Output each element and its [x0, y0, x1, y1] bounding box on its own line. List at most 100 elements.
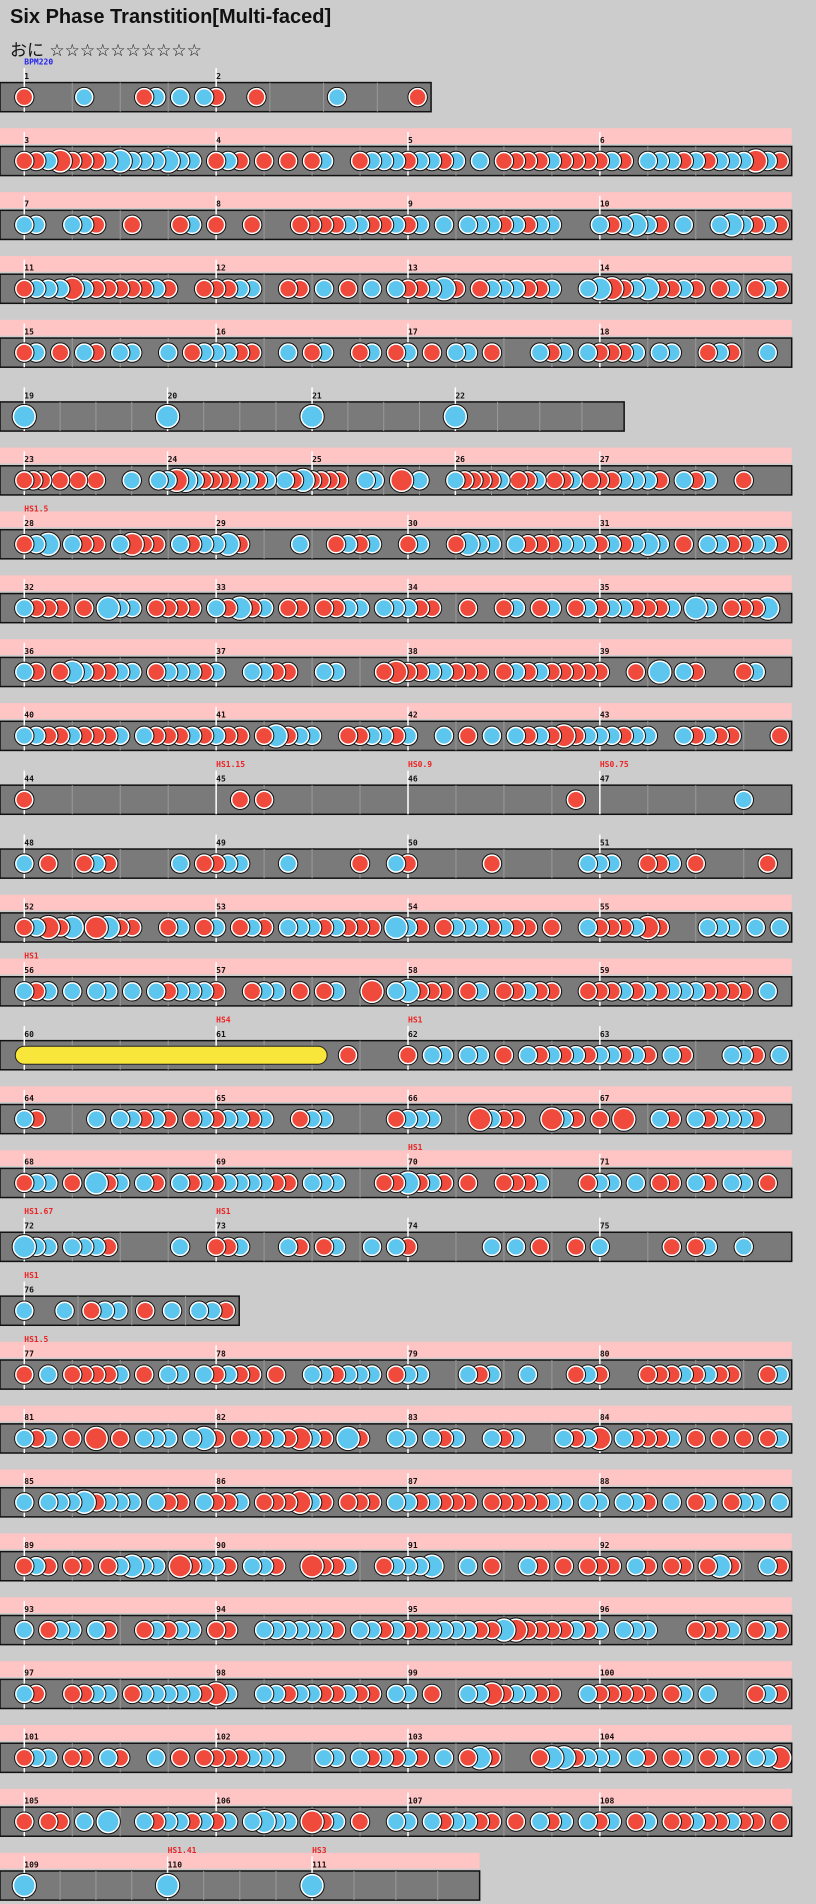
note: [196, 1366, 212, 1383]
note: [685, 597, 706, 619]
note: [280, 281, 296, 297]
measure-number: 41: [216, 711, 226, 720]
note: [460, 1750, 476, 1766]
note: [16, 919, 32, 936]
measure-number: 2: [216, 72, 221, 81]
measure-label: HS1.5: [24, 1335, 48, 1344]
note: [316, 600, 332, 616]
measure-number: 84: [600, 1413, 610, 1422]
note: [364, 281, 380, 297]
note: [652, 344, 668, 361]
scroll-band: [0, 511, 792, 528]
note: [700, 919, 716, 936]
scroll-band: [0, 319, 792, 336]
note: [628, 1558, 644, 1574]
note: [64, 1175, 80, 1191]
note: [40, 1813, 56, 1830]
note: [16, 983, 32, 1000]
note: [280, 600, 296, 616]
note: [244, 1558, 260, 1574]
roll-note: [14, 1045, 328, 1065]
note: [352, 344, 368, 361]
measure-number: 48: [24, 838, 34, 847]
note: [592, 1111, 608, 1127]
note: [164, 1302, 180, 1319]
note: [157, 1875, 178, 1896]
lane-row: 11 12 13 14: [0, 255, 793, 305]
measure-number: 100: [600, 1669, 615, 1678]
measure-number: 33: [216, 583, 226, 592]
note: [664, 1239, 680, 1255]
note: [676, 664, 692, 680]
note: [16, 281, 32, 297]
measure-number: 1: [24, 72, 29, 81]
note: [148, 664, 164, 680]
lane-row: 72 HS1.67 73 HS1 74 75: [0, 1207, 793, 1263]
measure-number: 75: [600, 1222, 610, 1231]
measure-number: 59: [600, 966, 610, 975]
note: [700, 536, 716, 552]
measure-number: 68: [24, 1158, 34, 1167]
scroll-band: [0, 894, 792, 911]
lane: [0, 1039, 793, 1071]
note: [256, 1622, 272, 1638]
note: [388, 1813, 404, 1830]
lane-row: 52 53 54 55: [0, 894, 793, 943]
note: [664, 1047, 680, 1063]
measure-number: 90: [216, 1541, 226, 1550]
note: [688, 1175, 704, 1191]
note: [16, 89, 32, 105]
note: [124, 983, 140, 1000]
note: [508, 1813, 524, 1830]
measure-number: 96: [600, 1605, 610, 1614]
lane-row: 105 106 107 108: [0, 1788, 793, 1837]
note: [196, 855, 212, 872]
note: [88, 1622, 104, 1638]
measure-label: BPM220: [24, 57, 53, 66]
measure-number: 109: [24, 1860, 39, 1869]
note: [676, 728, 692, 744]
note: [88, 472, 104, 489]
note: [424, 1686, 440, 1702]
note: [580, 1813, 596, 1830]
note: [688, 1622, 704, 1638]
measure-number: 105: [24, 1796, 39, 1805]
measure-label: HS1: [24, 952, 39, 961]
measure-number: 22: [455, 391, 465, 400]
note: [388, 281, 404, 297]
measure-number: 79: [408, 1349, 418, 1358]
measure-number: 66: [408, 1094, 418, 1103]
lane-row: 85 86 87 88: [0, 1469, 793, 1518]
note: [460, 728, 476, 744]
note: [484, 1430, 500, 1447]
measure-number: 74: [408, 1222, 418, 1231]
note: [280, 919, 296, 936]
measure-label: HS0.75: [600, 760, 629, 769]
note: [580, 1686, 596, 1702]
note: [544, 919, 560, 936]
measure-number: 54: [408, 902, 418, 911]
measure-number: 103: [408, 1733, 423, 1742]
measure-number: 77: [24, 1349, 34, 1358]
lane-row: 56 HS1 57 58 59: [0, 952, 793, 1007]
note: [64, 1750, 80, 1766]
measure-number: 46: [408, 775, 418, 784]
measure-number: 32: [24, 583, 34, 592]
note: [16, 1111, 32, 1127]
measure-number: 49: [216, 838, 226, 847]
note: [352, 855, 368, 872]
note: [136, 1430, 152, 1447]
lane-row: 81 82 83 84: [0, 1405, 793, 1454]
note: [760, 983, 776, 1000]
scroll-band: [0, 255, 792, 272]
measure-number: 87: [408, 1477, 418, 1486]
note: [700, 1558, 716, 1574]
measure-number: 73: [216, 1222, 226, 1231]
note: [472, 281, 488, 297]
note: [148, 983, 164, 1000]
note: [748, 1686, 764, 1702]
note: [268, 1366, 284, 1383]
note: [136, 728, 152, 744]
note: [16, 1750, 32, 1766]
